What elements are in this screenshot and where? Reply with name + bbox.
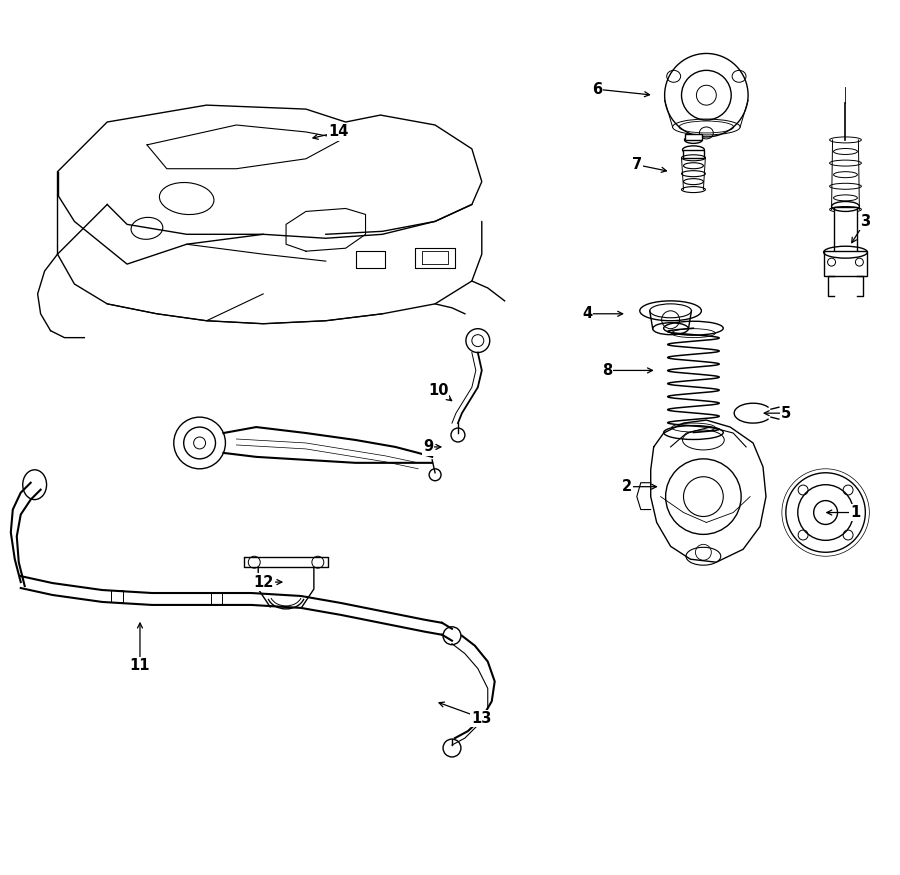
Text: 8: 8 [602,363,612,378]
Text: 6: 6 [592,81,602,97]
Text: 7: 7 [632,158,642,172]
Text: 14: 14 [328,124,349,139]
Text: 1: 1 [850,505,860,520]
Text: 13: 13 [472,710,492,725]
Text: 10: 10 [428,382,448,398]
Bar [824,251,868,276]
Bar [685,134,702,140]
Bar [211,593,222,605]
Text: 4: 4 [582,306,592,321]
Text: 5: 5 [780,406,791,421]
Bar [682,150,705,157]
Bar [833,207,858,252]
Text: 11: 11 [130,658,150,673]
Text: 12: 12 [253,575,274,590]
Text: 3: 3 [860,214,870,229]
Text: 2: 2 [622,480,632,494]
Bar [112,590,123,602]
Text: 9: 9 [423,439,433,454]
